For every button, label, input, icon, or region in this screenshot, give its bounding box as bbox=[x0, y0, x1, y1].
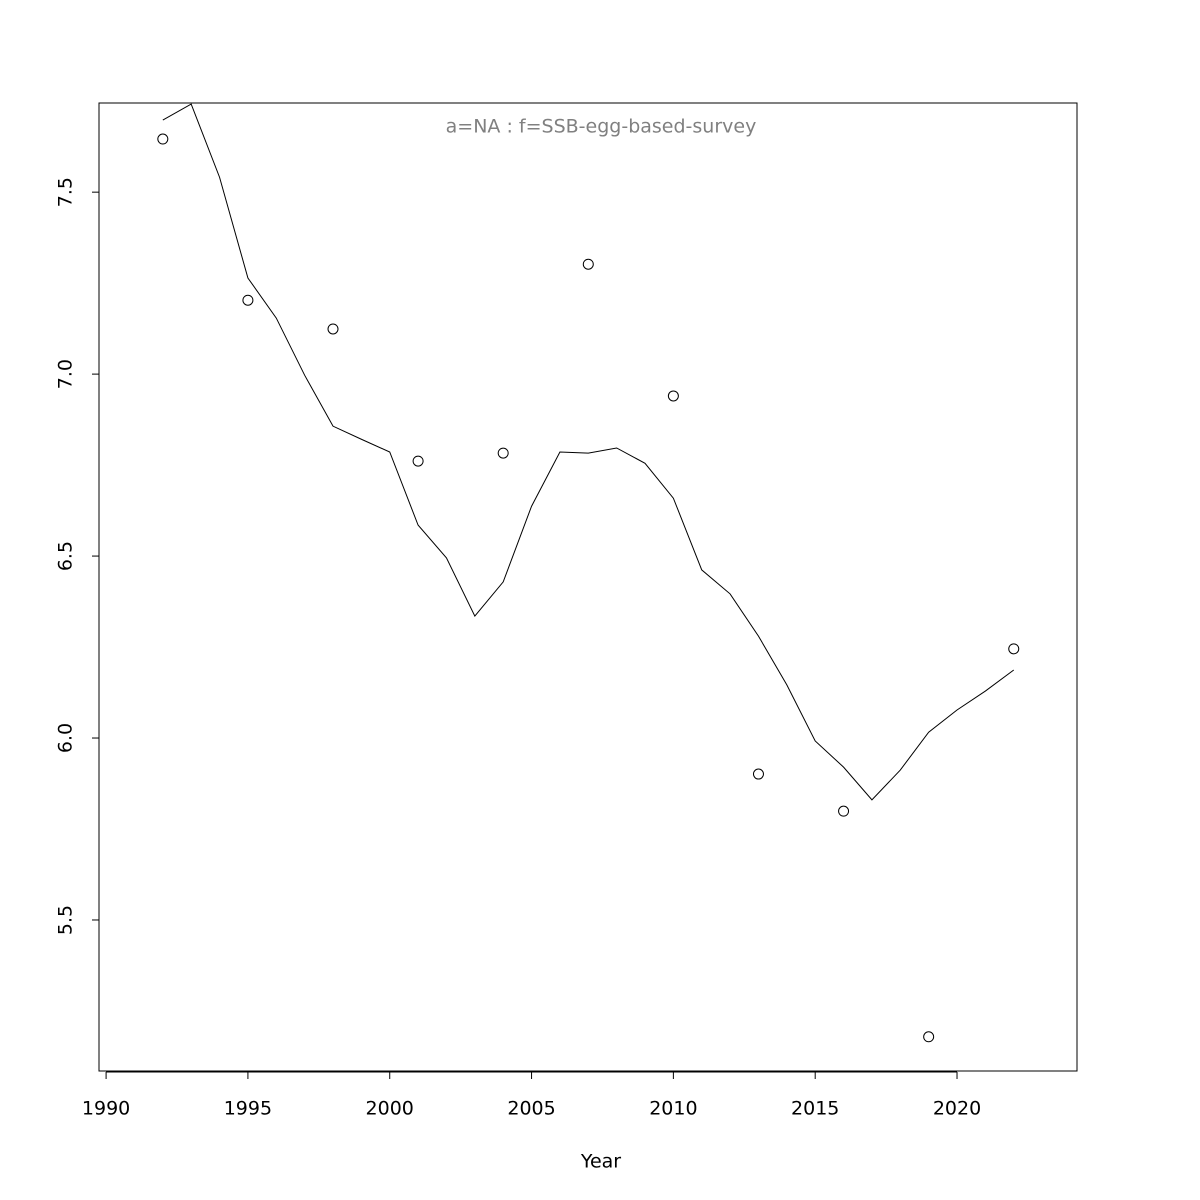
data-point bbox=[497, 447, 509, 459]
y-tick-label: 5.5 bbox=[55, 905, 77, 935]
y-tick-label: 7.0 bbox=[55, 359, 77, 389]
x-tick-label: 2005 bbox=[507, 1098, 555, 1120]
data-point bbox=[412, 455, 424, 467]
data-point bbox=[667, 390, 679, 402]
y-tick-label: 6.0 bbox=[55, 723, 77, 753]
data-point bbox=[923, 1031, 935, 1043]
x-tick-label: 2000 bbox=[366, 1098, 414, 1120]
data-point bbox=[582, 258, 594, 270]
data-point bbox=[242, 294, 254, 306]
data-point bbox=[838, 805, 850, 817]
x-axis-label: Year bbox=[580, 1151, 621, 1173]
data-point bbox=[327, 323, 339, 335]
trend-line bbox=[162, 103, 1015, 801]
data-point bbox=[752, 768, 764, 780]
x-tick-label: 1995 bbox=[224, 1098, 272, 1120]
data-point bbox=[157, 133, 169, 145]
data-point bbox=[1008, 643, 1020, 655]
x-tick-label: 1990 bbox=[82, 1098, 130, 1120]
y-tick-label: 6.5 bbox=[55, 541, 77, 571]
chart-title: a=NA : f=SSB-egg-based-survey bbox=[446, 116, 757, 138]
y-tick-label: 7.5 bbox=[55, 177, 77, 207]
x-tick-label: 2020 bbox=[933, 1098, 981, 1120]
plot-frame bbox=[98, 102, 1078, 1072]
x-tick-label: 2015 bbox=[791, 1098, 839, 1120]
x-tick-label: 2010 bbox=[649, 1098, 697, 1120]
